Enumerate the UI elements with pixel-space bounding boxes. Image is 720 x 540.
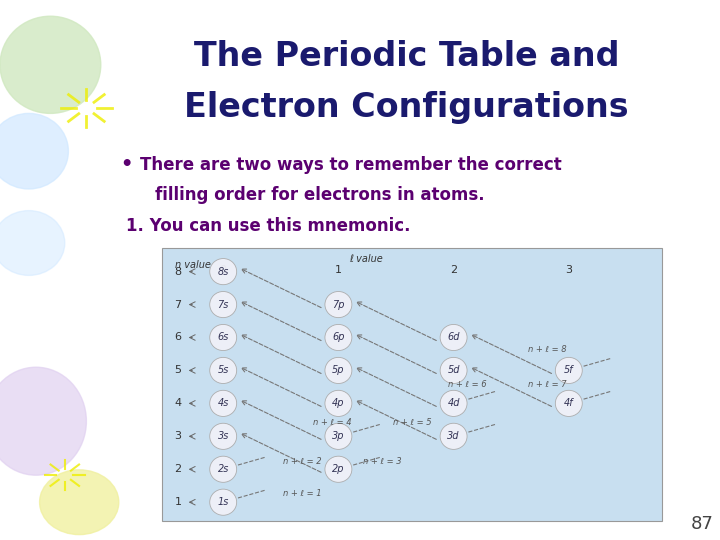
Text: 5d: 5d: [447, 366, 460, 375]
Ellipse shape: [210, 259, 237, 285]
Ellipse shape: [440, 390, 467, 416]
FancyBboxPatch shape: [162, 248, 662, 521]
Ellipse shape: [325, 390, 352, 416]
Text: 4s: 4s: [217, 399, 229, 408]
Text: n + ℓ = 5: n + ℓ = 5: [393, 418, 431, 428]
Text: 4p: 4p: [332, 399, 345, 408]
Text: 3d: 3d: [447, 431, 460, 441]
Text: 6s: 6s: [217, 333, 229, 342]
Ellipse shape: [40, 470, 119, 535]
Ellipse shape: [210, 390, 237, 416]
Text: 1s: 1s: [217, 497, 229, 507]
Text: 87: 87: [690, 515, 714, 533]
Ellipse shape: [325, 325, 352, 350]
Ellipse shape: [325, 292, 352, 318]
Text: The Periodic Table and: The Periodic Table and: [194, 40, 619, 73]
Text: 8: 8: [174, 267, 181, 276]
Text: 2s: 2s: [217, 464, 229, 474]
Text: 3: 3: [174, 431, 181, 441]
Text: 1: 1: [174, 497, 181, 507]
Text: n + ℓ = 6: n + ℓ = 6: [448, 380, 487, 389]
Text: 2: 2: [450, 265, 457, 275]
Ellipse shape: [440, 325, 467, 350]
Text: 5s: 5s: [217, 366, 229, 375]
Text: •: •: [120, 155, 132, 174]
Text: n + ℓ = 8: n + ℓ = 8: [528, 345, 567, 354]
Text: 1. You can use this mnemonic.: 1. You can use this mnemonic.: [126, 217, 410, 235]
Text: 4: 4: [174, 399, 181, 408]
Text: 1: 1: [335, 265, 342, 275]
Text: 5f: 5f: [564, 366, 574, 375]
Ellipse shape: [210, 489, 237, 515]
Text: 6: 6: [174, 333, 181, 342]
Ellipse shape: [0, 211, 65, 275]
Text: n value: n value: [175, 260, 211, 269]
Text: 3p: 3p: [332, 431, 345, 441]
Text: There are two ways to remember the correct: There are two ways to remember the corre…: [140, 156, 562, 174]
Ellipse shape: [325, 357, 352, 383]
Ellipse shape: [325, 423, 352, 449]
Text: 2: 2: [174, 464, 181, 474]
Ellipse shape: [0, 16, 101, 113]
Ellipse shape: [210, 456, 237, 482]
Ellipse shape: [555, 357, 582, 383]
Text: 3s: 3s: [217, 431, 229, 441]
Text: 4f: 4f: [564, 399, 574, 408]
Text: Electron Configurations: Electron Configurations: [184, 91, 629, 125]
Ellipse shape: [325, 456, 352, 482]
Text: 7p: 7p: [332, 300, 345, 309]
Text: 7: 7: [174, 300, 181, 309]
Text: n + ℓ = 3: n + ℓ = 3: [363, 457, 402, 465]
Ellipse shape: [0, 113, 68, 189]
Text: n + ℓ = 4: n + ℓ = 4: [312, 418, 351, 428]
Text: 6d: 6d: [447, 333, 460, 342]
Ellipse shape: [210, 357, 237, 383]
Text: 0: 0: [220, 265, 227, 275]
Ellipse shape: [555, 390, 582, 416]
Text: ℓ value: ℓ value: [349, 254, 383, 264]
Text: 4d: 4d: [447, 399, 460, 408]
Ellipse shape: [440, 423, 467, 449]
Text: filling order for electrons in atoms.: filling order for electrons in atoms.: [155, 186, 485, 205]
Ellipse shape: [210, 423, 237, 449]
Ellipse shape: [0, 367, 86, 475]
Ellipse shape: [440, 357, 467, 383]
Text: n + ℓ = 1: n + ℓ = 1: [283, 489, 321, 498]
Ellipse shape: [210, 292, 237, 318]
Text: 3: 3: [565, 265, 572, 275]
Text: 7s: 7s: [217, 300, 229, 309]
Ellipse shape: [210, 325, 237, 350]
Text: 6p: 6p: [332, 333, 345, 342]
Text: 8s: 8s: [217, 267, 229, 276]
Text: 5p: 5p: [332, 366, 345, 375]
Text: 2p: 2p: [332, 464, 345, 474]
Text: n + ℓ = 2: n + ℓ = 2: [283, 457, 321, 465]
Text: n + ℓ = 7: n + ℓ = 7: [528, 380, 567, 389]
Text: 5: 5: [174, 366, 181, 375]
